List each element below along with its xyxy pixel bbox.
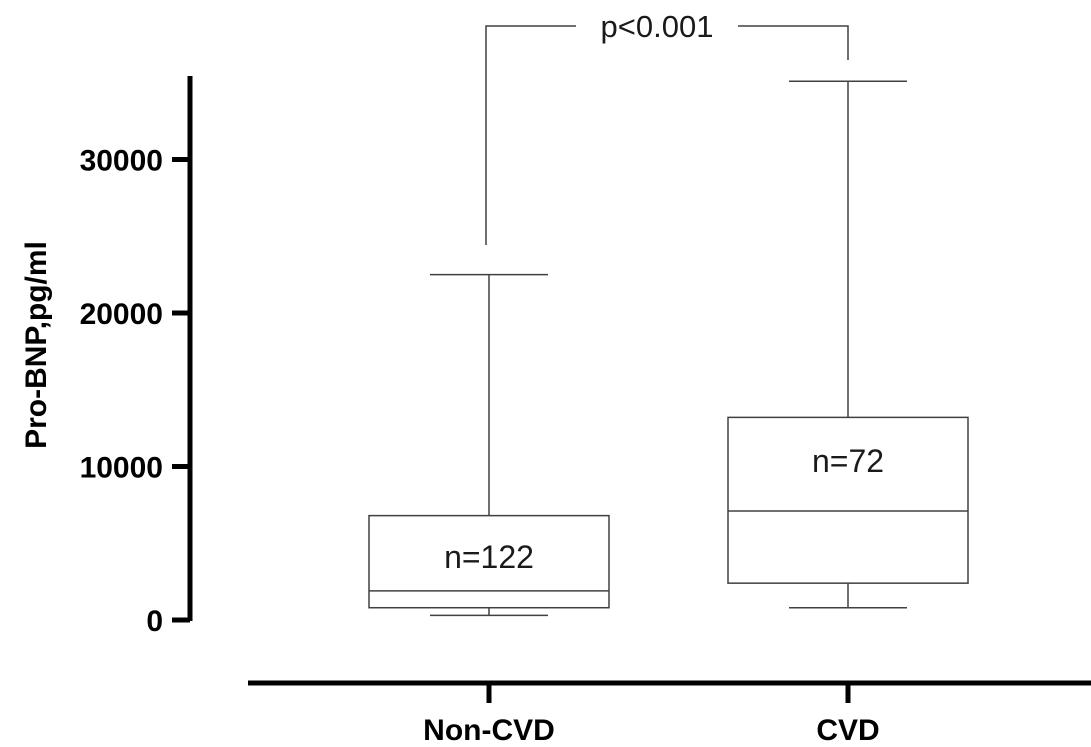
iqr-box <box>727 416 969 584</box>
sample-size-label: n=72 <box>812 443 884 479</box>
y-tick-label: 0 <box>146 605 163 638</box>
y-axis-ticks: 0 10000 20000 30000 <box>80 145 190 638</box>
iqr-box <box>368 514 610 609</box>
x-axis-ticks: Non-CVD CVD <box>423 683 880 747</box>
x-tick-label: Non-CVD <box>423 714 555 747</box>
sample-size-label: n=122 <box>444 539 534 575</box>
y-tick-label: 10000 <box>80 452 163 485</box>
bracket-right-arm <box>738 25 849 60</box>
y-tick-label: 20000 <box>80 298 163 331</box>
significance-bracket: p<0.001 <box>485 9 849 245</box>
p-value-label: p<0.001 <box>601 9 714 44</box>
box-group: n=122 n=72 <box>368 80 969 617</box>
x-tick-label: CVD <box>816 714 879 747</box>
y-tick-label: 30000 <box>80 145 163 178</box>
bracket-left-arm <box>485 25 576 245</box>
y-axis-title: Pro-BNP,pg/ml <box>20 241 53 449</box>
